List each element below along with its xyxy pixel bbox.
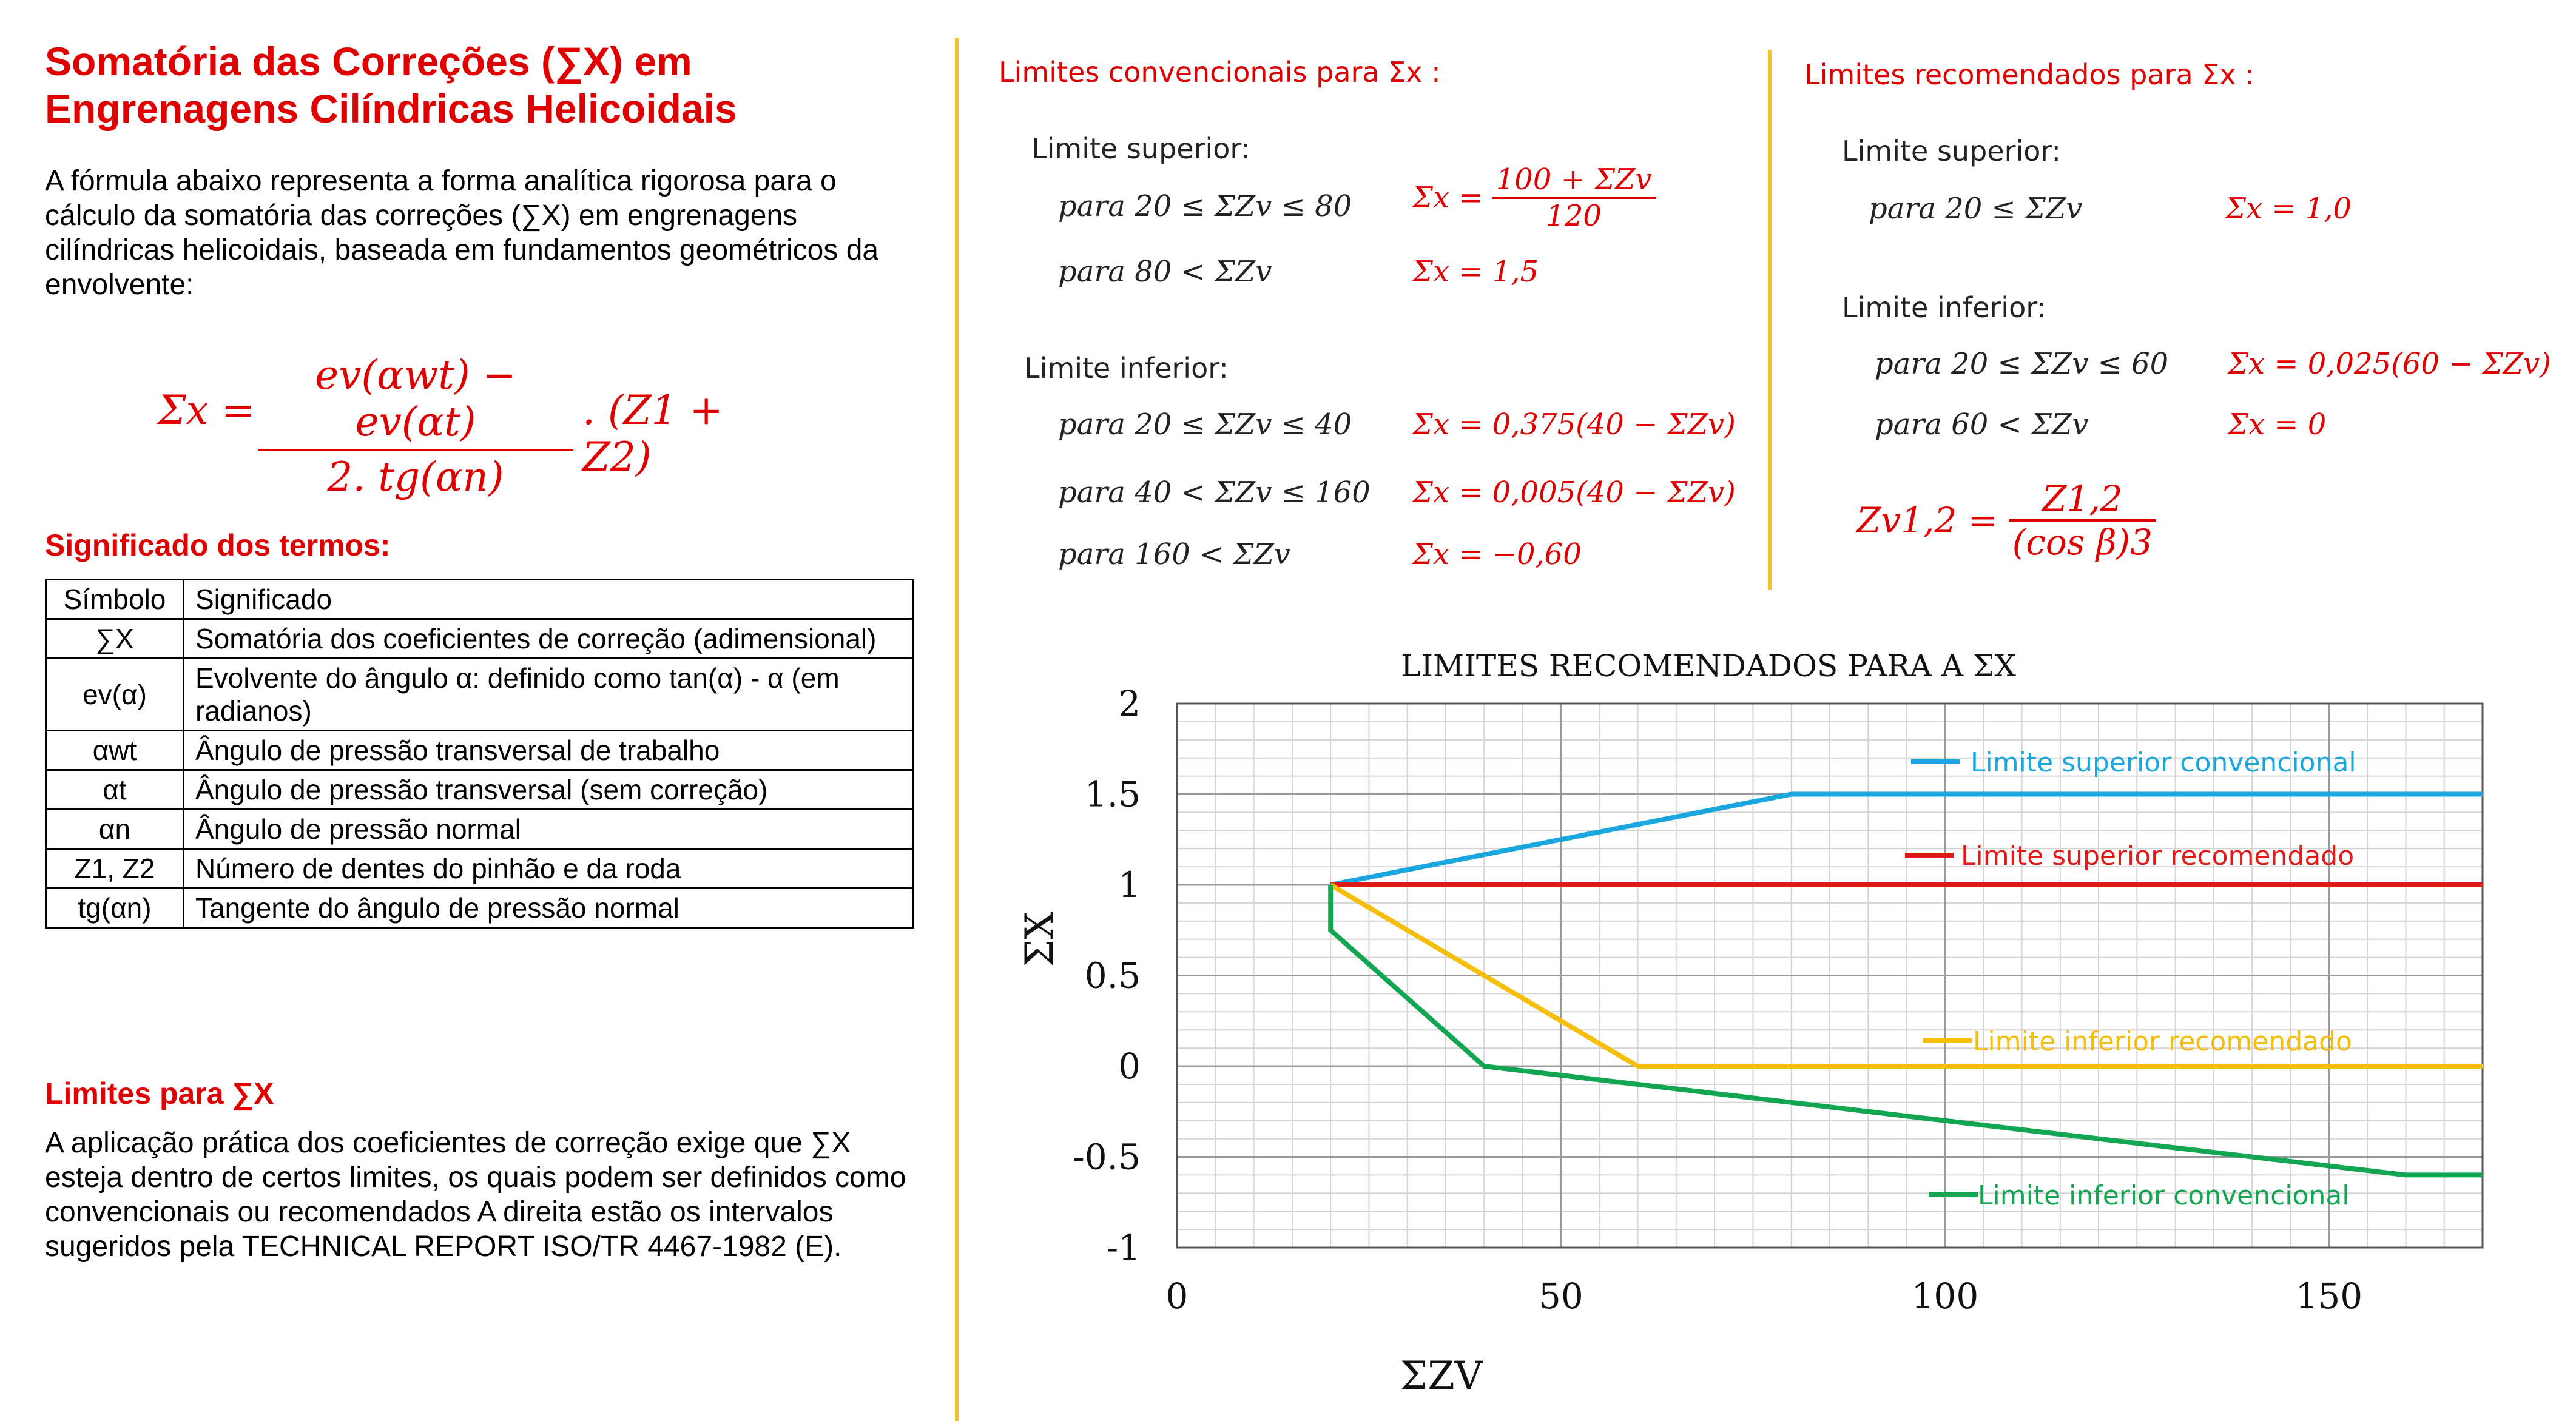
x-tick-label: 0	[1166, 1275, 1189, 1317]
table-cell-symbol: ∑X	[45, 618, 184, 659]
page-title: Somatória das Correções (∑X) em Engrenag…	[45, 38, 955, 132]
table-header-cell: Significado	[183, 579, 914, 620]
table-cell-meaning: Ângulo de pressão normal	[183, 808, 914, 850]
main-formula-lhs: Σx =	[158, 387, 255, 434]
rec-upper-res-1: Σx = 1,0	[2225, 192, 2352, 226]
table-row: Z1, Z2 Número de dentes do pinhão e da ro…	[45, 848, 914, 889]
table-cell-symbol: αn	[45, 808, 184, 850]
table-row: ∑X Somatória dos coeficientes de correção…	[45, 618, 914, 659]
conv-upper-cond-2: para 80 < ΣZv	[1058, 255, 1272, 289]
table-cell-meaning: Ângulo de pressão transversal de trabalh…	[183, 730, 914, 771]
table-cell-symbol: αwt	[45, 730, 184, 771]
title-line-2: Engrenagens Cilíndricas Helicoidais	[45, 86, 737, 131]
conv-lower-res-1: Σx = 0,375(40 − ΣZv)	[1412, 408, 1736, 442]
terms-heading: Significado dos termos:	[45, 528, 391, 562]
table-row: αt Ângulo de pressão transversal (sem cor…	[45, 769, 914, 810]
legend-label: Limite superior recomendado	[1961, 841, 2354, 872]
y-tick-label: 1.5	[1085, 774, 1141, 815]
series-line-limite-inferior-recomendado	[1329, 882, 2483, 1069]
conv-upper-res-1-den: 120	[1546, 199, 1602, 233]
plot-border	[1176, 702, 2484, 1249]
limits-paragraph: A aplicação prática dos coeficientes de …	[45, 1127, 906, 1263]
conventional-lower-label: Limite inferior:	[1024, 352, 1229, 385]
main-formula-fraction: ev(αwt) − ev(αt) 2. tg(αn)	[258, 352, 573, 500]
main-formula: Σx = ev(αwt) − ev(αt) 2. tg(αn) . (Z1 + …	[158, 352, 795, 500]
zv-formula-lhs: Zv1,2 =	[1856, 500, 1998, 541]
conv-upper-res-2: Σx = 1,5	[1412, 255, 1539, 289]
conv-upper-cond-1: para 20 ≤ ΣZv ≤ 80	[1058, 189, 1352, 223]
table-cell-symbol: αt	[45, 769, 184, 810]
table-header-row: Símbolo Significado	[45, 579, 914, 620]
legend-label: Limite superior convencional	[1971, 747, 2356, 778]
x-axis-label: ΣZV	[1400, 1354, 1484, 1399]
table-cell-symbol: tg(αn)	[45, 887, 184, 929]
rec-lower-res-2: Σx = 0	[2228, 408, 2327, 442]
zv-formula: Zv1,2 = Z1,2 (cos β)3	[1856, 478, 2157, 563]
series-line-limite-superior-convencional	[1330, 791, 2483, 887]
terms-table: Símbolo Significado ∑X Somatória dos coefic…	[45, 579, 914, 929]
y-tick-label: -1	[1107, 1227, 1141, 1268]
conv-upper-res-1-lhs: Σx =	[1412, 181, 1483, 215]
table-header-cell: Símbolo	[45, 579, 184, 620]
y-tick-label: -0.5	[1073, 1137, 1141, 1178]
main-formula-tail: . (Z1 + Z2)	[582, 387, 723, 480]
legend-label: Limite inferior recomendado	[1973, 1026, 2352, 1057]
limits-heading: Limites para ∑X	[45, 1077, 274, 1110]
rec-lower-cond-1: para 20 ≤ ΣZv ≤ 60	[1875, 347, 2169, 381]
x-tick-label: 100	[1912, 1275, 1979, 1317]
legend-label: Limite inferior convencional	[1978, 1180, 2350, 1211]
rec-lower-res-1: Σx = 0,025(60 − ΣZv)	[2228, 347, 2551, 381]
table-cell-meaning: Tangente do ângulo de pressão normal	[183, 887, 914, 929]
table-cell-meaning: Somatória dos coeficientes de correção (…	[183, 618, 914, 659]
conventional-upper-label: Limite superior:	[1031, 132, 1251, 165]
rec-upper-cond-1: para 20 ≤ ΣZv	[1869, 192, 2083, 226]
formula-divider	[1768, 50, 1772, 590]
table-cell-symbol: ev(α)	[45, 657, 184, 731]
conv-lower-cond-3: para 160 < ΣZv	[1058, 537, 1290, 571]
table-row: αwt Ângulo de pressão transversal de trab…	[45, 730, 914, 771]
conv-upper-res-1-fraction: 100 + ΣZv 120	[1492, 163, 1656, 233]
recommended-title: Limites recomendados para Σx :	[1804, 58, 2254, 91]
y-tick-label: 1	[1118, 864, 1141, 905]
limits-chart: 0 50 100 150 2 1.5 1 0.5 0 -0.5 -1 LIMITES RECOMEND…	[1017, 648, 2484, 1399]
rec-lower-cond-2: para 60 < ΣZv	[1875, 408, 2089, 442]
y-tick-label: 0	[1118, 1046, 1141, 1087]
table-row: αn Ângulo de pressão normal	[45, 808, 914, 850]
conv-lower-cond-2: para 40 < ΣZv ≤ 160	[1058, 475, 1371, 509]
x-tick-label: 150	[2295, 1275, 2362, 1317]
table-cell-symbol: Z1, Z2	[45, 848, 184, 889]
conv-lower-res-2: Σx = 0,005(40 − ΣZv)	[1412, 475, 1736, 509]
x-tick-label: 50	[1539, 1275, 1583, 1317]
conv-upper-res-1-num: 100 + ΣZv	[1492, 163, 1656, 199]
zv-formula-fraction: Z1,2 (cos β)3	[2008, 478, 2157, 563]
y-tick-label: 0.5	[1085, 955, 1141, 996]
zv-formula-num: Z1,2	[2008, 478, 2157, 522]
conv-upper-res-1: Σx = 100 + ΣZv 120	[1412, 163, 1656, 233]
intro-paragraph: A fórmula abaixo representa a forma anal…	[45, 165, 879, 301]
y-tick-label: 2	[1118, 683, 1141, 724]
table-row: tg(αn) Tangente do ângulo de pressão norm…	[45, 887, 914, 929]
series-line-limite-inferior-convencional	[1328, 885, 2483, 1178]
table-cell-meaning: Evolvente do ângulo α: definido como tan…	[183, 657, 914, 731]
conv-lower-cond-1: para 20 ≤ ΣZv ≤ 40	[1058, 408, 1352, 442]
table-row: ev(α) Evolvente do ângulo α: definido com…	[45, 657, 914, 731]
conv-lower-res-3: Σx = −0,60	[1412, 537, 1582, 571]
main-formula-numerator: ev(αwt) − ev(αt)	[258, 352, 573, 451]
recommended-lower-label: Limite inferior:	[1842, 291, 2046, 324]
zv-formula-den: (cos β)3	[2012, 522, 2153, 563]
title-line-1: Somatória das Correções (∑X) em	[45, 39, 692, 84]
main-formula-denominator: 2. tg(αn)	[327, 454, 504, 500]
main-divider	[955, 38, 959, 1421]
y-axis-label: ΣX	[1017, 912, 1062, 967]
chart-title: LIMITES RECOMENDADOS PARA A ΣX	[1401, 648, 2016, 684]
table-cell-meaning: Ângulo de pressão transversal (sem corre…	[183, 769, 914, 810]
conventional-title: Limites convencionais para Σx :	[999, 56, 1441, 89]
table-cell-meaning: Número de dentes do pinhão e da roda	[183, 848, 914, 889]
recommended-upper-label: Limite superior:	[1842, 135, 2062, 167]
